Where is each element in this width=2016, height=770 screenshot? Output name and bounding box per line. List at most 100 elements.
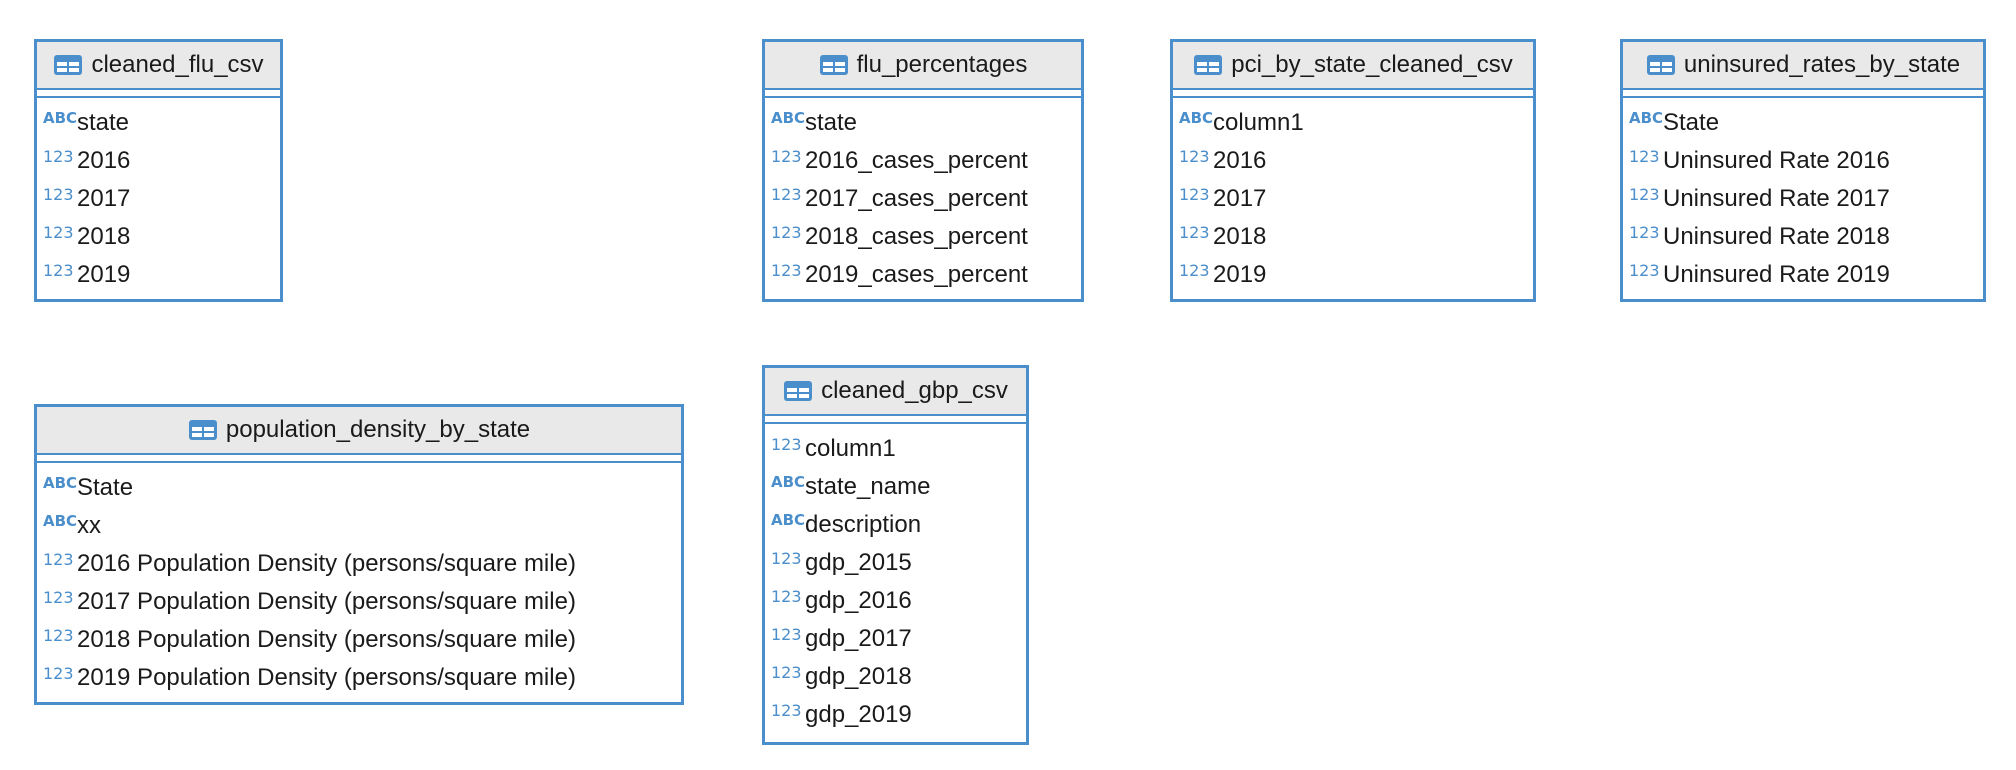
numeric-type-icon: 123 <box>1179 184 1210 204</box>
table-population-density-by-state[interactable]: population_density_by_state ABC State ABC… <box>34 404 684 705</box>
table-title: pci_by_state_cleaned_csv <box>1231 51 1513 78</box>
numeric-type-icon: 123 <box>43 260 74 280</box>
numeric-type-icon: 123 <box>43 222 74 242</box>
column-row[interactable]: ABC column1 <box>1173 104 1533 142</box>
table-header[interactable]: flu_percentages <box>765 42 1081 88</box>
numeric-type-icon: 123 <box>1629 184 1660 204</box>
column-row[interactable]: ABC description <box>765 506 1026 544</box>
numeric-type-icon: 123 <box>771 184 802 204</box>
column-name: state_name <box>805 473 931 500</box>
column-row[interactable]: 123 Uninsured Rate 2019 <box>1623 256 1983 294</box>
column-row[interactable]: 123 2016 <box>37 142 280 180</box>
table-icon <box>188 420 217 440</box>
column-row[interactable]: 123 2016_cases_percent <box>765 142 1081 180</box>
column-row[interactable]: ABC State <box>37 469 681 507</box>
numeric-type-icon: 123 <box>771 548 802 568</box>
column-row[interactable]: 123 2017_cases_percent <box>765 180 1081 218</box>
column-row[interactable]: 123 2017 <box>37 180 280 218</box>
table-uninsured-rates-by-state[interactable]: uninsured_rates_by_state ABC State 123 Uni… <box>1620 39 1986 302</box>
column-row[interactable]: 123 gdp_2019 <box>765 696 1026 734</box>
column-name: gdp_2017 <box>805 625 912 652</box>
numeric-type-icon: 123 <box>43 184 74 204</box>
abc-type-icon: ABC <box>43 109 78 127</box>
column-row[interactable]: 123 Uninsured Rate 2016 <box>1623 142 1983 180</box>
numeric-type-icon: 123 <box>771 222 802 242</box>
table-title: cleaned_gbp_csv <box>821 377 1008 404</box>
column-name: 2019 Population Density (persons/square … <box>77 664 576 691</box>
numeric-type-icon: 123 <box>1179 260 1210 280</box>
column-row[interactable]: 123 2018 <box>37 218 280 256</box>
table-header[interactable]: pci_by_state_cleaned_csv <box>1173 42 1533 88</box>
table-cleaned-flu-csv[interactable]: cleaned_flu_csv ABC state 123 2016 123 2017… <box>34 39 283 302</box>
column-row[interactable]: ABC state <box>765 104 1081 142</box>
column-row[interactable]: 123 gdp_2016 <box>765 582 1026 620</box>
column-row[interactable]: ABC State <box>1623 104 1983 142</box>
abc-type-icon: ABC <box>1629 109 1664 127</box>
column-row[interactable]: ABC xx <box>37 507 681 545</box>
column-row[interactable]: 123 2018 Population Density (persons/squa… <box>37 621 681 659</box>
column-row[interactable]: 123 2017 <box>1173 180 1533 218</box>
numeric-type-icon: 123 <box>43 146 74 166</box>
numeric-type-icon: 123 <box>43 663 74 683</box>
column-row[interactable]: 123 2019 <box>1173 256 1533 294</box>
table-title: flu_percentages <box>856 51 1028 78</box>
column-row[interactable]: 123 gdp_2015 <box>765 544 1026 582</box>
column-row[interactable]: 123 2018_cases_percent <box>765 218 1081 256</box>
column-name: state <box>77 109 130 136</box>
column-name: 2017 <box>77 185 131 212</box>
column-name: xx <box>77 512 101 539</box>
header-divider <box>1623 88 1983 98</box>
column-row[interactable]: ABC state_name <box>765 468 1026 506</box>
column-row[interactable]: ABC state <box>37 104 280 142</box>
table-cleaned-gbp-csv[interactable]: cleaned_gbp_csv 123 column1 ABC state_name… <box>762 365 1029 745</box>
numeric-type-icon: 123 <box>1179 146 1210 166</box>
column-row[interactable]: 123 Uninsured Rate 2018 <box>1623 218 1983 256</box>
table-header[interactable]: population_density_by_state <box>37 407 681 453</box>
column-row[interactable]: 123 2017 Population Density (persons/squa… <box>37 583 681 621</box>
column-row[interactable]: 123 gdp_2017 <box>765 620 1026 658</box>
column-name: 2016 Population Density (persons/square … <box>77 550 576 577</box>
column-row[interactable]: 123 2019_cases_percent <box>765 256 1081 294</box>
column-name: state <box>805 109 858 136</box>
numeric-type-icon: 123 <box>1629 260 1660 280</box>
column-name: 2018_cases_percent <box>805 223 1028 250</box>
column-row[interactable]: 123 2019 Population Density (persons/squa… <box>37 659 681 697</box>
column-name: 2019 <box>77 261 131 288</box>
numeric-type-icon: 123 <box>771 146 802 166</box>
table-header[interactable]: cleaned_gbp_csv <box>765 368 1026 414</box>
header-divider <box>1173 88 1533 98</box>
column-name: Uninsured Rate 2018 <box>1663 223 1890 250</box>
numeric-type-icon: 123 <box>771 700 802 720</box>
column-row[interactable]: 123 2019 <box>37 256 280 294</box>
table-header[interactable]: cleaned_flu_csv <box>37 42 280 88</box>
abc-type-icon: ABC <box>771 473 806 491</box>
column-name: 2017_cases_percent <box>805 185 1028 212</box>
column-name: gdp_2015 <box>805 549 912 576</box>
abc-type-icon: ABC <box>771 511 806 529</box>
table-title: cleaned_flu_csv <box>91 51 264 78</box>
table-icon <box>1194 55 1223 75</box>
column-row[interactable]: 123 2018 <box>1173 218 1533 256</box>
column-name: description <box>805 511 922 538</box>
column-name: 2016 <box>77 147 131 174</box>
column-row[interactable]: 123 Uninsured Rate 2017 <box>1623 180 1983 218</box>
column-row[interactable]: 123 2016 <box>1173 142 1533 180</box>
column-row[interactable]: 123 2016 Population Density (persons/squa… <box>37 545 681 583</box>
abc-type-icon: ABC <box>771 109 806 127</box>
column-row[interactable]: 123 gdp_2018 <box>765 658 1026 696</box>
header-divider <box>765 88 1081 98</box>
column-name: column1 <box>1213 109 1304 136</box>
table-header[interactable]: uninsured_rates_by_state <box>1623 42 1983 88</box>
numeric-type-icon: 123 <box>1179 222 1210 242</box>
column-name: 2019_cases_percent <box>805 261 1028 288</box>
table-flu-percentages[interactable]: flu_percentages ABC state 123 2016_cases_p… <box>762 39 1084 302</box>
table-pci-by-state-cleaned-csv[interactable]: pci_by_state_cleaned_csv ABC column1 123 2… <box>1170 39 1536 302</box>
column-name: Uninsured Rate 2019 <box>1663 261 1890 288</box>
column-name: column1 <box>805 435 896 462</box>
numeric-type-icon: 123 <box>43 587 74 607</box>
header-divider <box>37 88 280 98</box>
column-name: gdp_2019 <box>805 701 912 728</box>
column-name: 2019 <box>1213 261 1267 288</box>
abc-type-icon: ABC <box>43 512 78 530</box>
column-row[interactable]: 123 column1 <box>765 430 1026 468</box>
